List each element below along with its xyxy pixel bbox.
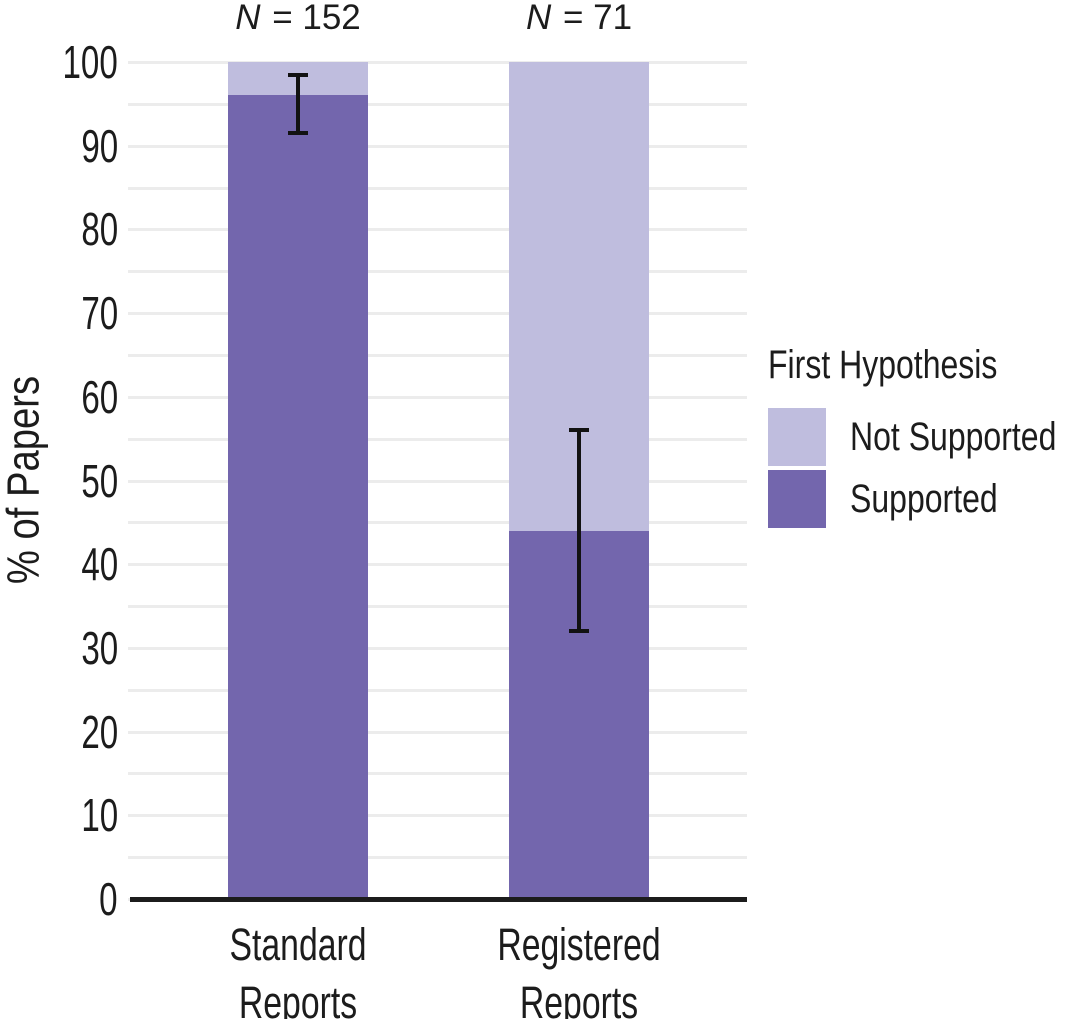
error-bar-line-1 [577,430,581,632]
y-tick-label-10: 10 [81,789,118,842]
gridline-30 [128,646,747,650]
n-label-0: N = 152 [235,0,361,37]
gridline-60 [128,395,747,399]
gridline-100 [128,61,747,64]
gridline-85 [128,186,747,190]
gridline-55 [128,437,747,441]
y-tick-label-60: 60 [81,370,118,423]
y-tick-label-100: 100 [62,36,118,88]
y-tick-label-70: 70 [81,287,118,340]
y-tick-label-50: 50 [81,454,118,507]
legend-title: First Hypothesis [768,343,998,387]
y-tick-label-0: 0 [99,873,118,925]
gridline-70 [128,312,747,316]
gridline-65 [128,353,747,357]
gridline-80 [128,228,747,232]
gridline-50 [128,479,747,483]
x-category-label-1: Registered Reports [497,919,661,1019]
bar-supported-0 [228,95,368,899]
legend-item-supported: Supported [768,470,1065,528]
error-bar-cap-top-0 [288,72,308,77]
gridline-20 [128,730,747,734]
n-label-symbol: N [235,0,261,37]
error-bar-cap-bottom-0 [288,131,308,136]
legend-swatch-not-supported [768,408,826,466]
y-tick-label-20: 20 [81,705,118,758]
y-tick-label-40: 40 [81,538,118,591]
gridline-10 [128,814,747,818]
error-bar-cap-top-1 [569,428,589,433]
y-axis-title-text: % of Papers [0,375,49,585]
error-bar-cap-bottom-1 [569,629,589,634]
y-tick-label-80: 80 [81,203,118,256]
gridline-75 [128,270,747,274]
x-axis-line [130,897,747,902]
n-label-symbol: N [525,0,552,37]
y-tick-label-30: 30 [81,621,118,674]
gridline-40 [128,563,747,567]
y-tick-label-90: 90 [81,119,118,172]
legend-swatch-supported [768,470,826,528]
gridline-45 [128,521,747,525]
legend: First Hypothesis Not Supported Supported [768,344,1065,532]
legend-item-not-supported: Not Supported [768,408,1065,466]
gridline-35 [128,605,747,609]
x-category-label-0: Standard Reports [229,919,367,1019]
legend-label-supported: Supported [850,477,998,521]
gridline-95 [128,102,747,106]
gridline-90 [128,144,747,148]
error-bar-line-0 [296,74,300,134]
gridline-25 [128,688,747,692]
gridline-15 [128,772,747,776]
gridline-5 [128,856,747,860]
n-label-1: N = 71 [525,0,633,37]
legend-label-not-supported: Not Supported [850,415,1057,459]
y-axis-title: % of Papers [0,375,49,585]
